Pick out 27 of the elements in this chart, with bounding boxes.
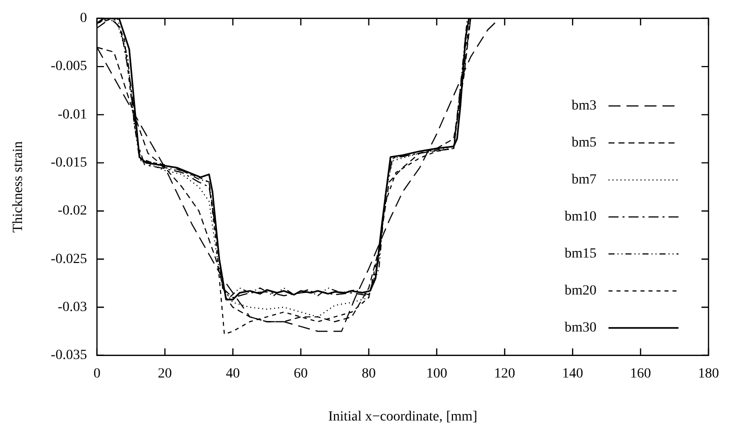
y-tick-label: -0.005	[50, 59, 87, 74]
y-tick-label: -0.015	[50, 156, 87, 170]
x-tick-label: 0	[93, 366, 100, 382]
y-tick-label: -0.025	[50, 252, 87, 267]
y-tick-label: 0	[80, 11, 87, 26]
x-tick-label: 180	[698, 366, 719, 382]
legend-label: bm15	[564, 246, 596, 262]
y-axis-title: Thickness strain	[11, 141, 26, 233]
y-tick-label: -0.02	[58, 204, 87, 219]
y-tick-label: -0.01	[58, 107, 87, 122]
x-axis-title: Initial x−coordinate, [mm]	[328, 409, 478, 424]
legend-label: bm20	[564, 284, 596, 299]
x-tick-label: 20	[158, 366, 172, 382]
x-tick-label: 40	[226, 366, 240, 382]
y-tick-label: -0.03	[58, 300, 87, 315]
legend-label: bm10	[564, 210, 596, 225]
x-tick-label: 120	[494, 366, 516, 382]
y-tick-label: -0.035	[50, 348, 87, 364]
x-tick-label: 80	[362, 366, 376, 382]
x-tick-label: 160	[630, 366, 652, 382]
legend-label: bm3	[572, 98, 596, 114]
legend-label: bm30	[564, 320, 596, 336]
legend-label: bm7	[572, 172, 596, 188]
x-tick-label: 60	[294, 366, 308, 382]
x-tick-label: 140	[562, 366, 584, 382]
x-tick-label: 100	[426, 366, 448, 382]
legend-label: bm5	[572, 136, 596, 151]
